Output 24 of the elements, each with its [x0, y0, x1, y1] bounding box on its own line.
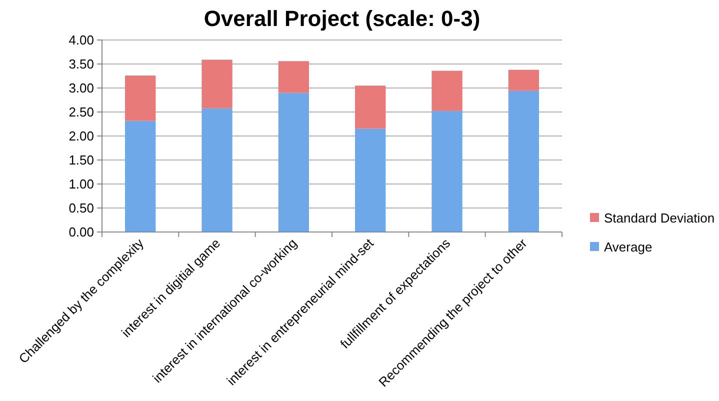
bar — [202, 60, 232, 108]
bar — [125, 76, 156, 121]
y-tick-label: 2.00 — [68, 128, 94, 144]
bar — [278, 92, 309, 232]
legend-label: Standard Deviation — [604, 210, 715, 226]
bar — [355, 128, 386, 232]
bar — [278, 61, 309, 93]
chart-title: Overall Project (scale: 0-3) — [204, 6, 480, 31]
bar — [125, 120, 156, 232]
bar — [355, 86, 386, 128]
bar — [202, 108, 232, 232]
y-tick-label: 2.50 — [68, 104, 94, 120]
bar — [508, 70, 539, 90]
y-tick-label: 1.00 — [68, 176, 94, 192]
y-tick-label: 0.50 — [68, 200, 94, 216]
bar — [432, 70, 462, 111]
y-tick-label: 0.00 — [68, 224, 94, 240]
legend-label: Average — [604, 240, 652, 255]
bar — [432, 110, 462, 232]
bar — [508, 90, 539, 232]
y-tick-label: 3.00 — [68, 80, 94, 96]
y-tick-label: 3.50 — [68, 56, 94, 72]
y-tick-label: 1.50 — [68, 152, 94, 168]
y-tick-label: 4.00 — [68, 32, 94, 48]
